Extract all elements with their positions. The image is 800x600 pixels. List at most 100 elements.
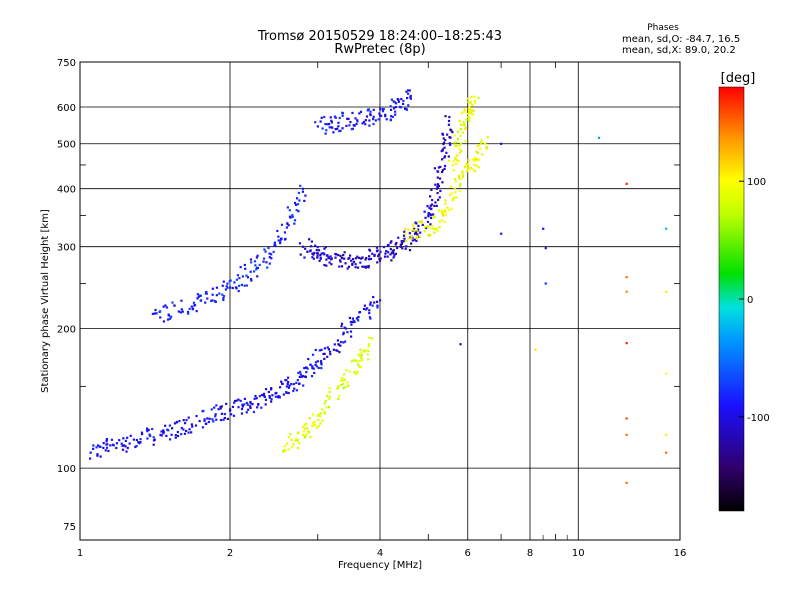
trace-point <box>260 406 263 409</box>
trace-point <box>476 151 480 155</box>
trace-point <box>371 252 374 255</box>
trace-point <box>354 266 357 269</box>
trace-point <box>350 360 353 363</box>
trace-point <box>277 394 280 398</box>
trace-point <box>321 419 324 422</box>
trace-point <box>162 431 165 434</box>
trace-point <box>475 158 478 161</box>
trace-point <box>221 284 224 287</box>
trace-point <box>320 348 323 351</box>
trace-point <box>467 168 470 171</box>
trace-point <box>332 348 335 351</box>
trace-point <box>461 170 464 173</box>
trace-point <box>364 266 368 269</box>
trace-point <box>331 126 334 129</box>
trace-point <box>463 165 467 169</box>
trace-point <box>314 423 317 427</box>
trace-point <box>328 350 332 353</box>
trace-point <box>344 327 347 330</box>
trace-point <box>429 207 433 211</box>
isolated-point <box>500 142 503 145</box>
trace-point <box>479 147 482 150</box>
trace-point <box>243 263 246 267</box>
trace-point <box>348 316 351 320</box>
trace-point <box>437 166 440 169</box>
trace-point <box>444 213 447 216</box>
trace-point <box>450 207 453 210</box>
isolated-point <box>625 342 628 345</box>
trace-point <box>271 394 274 397</box>
trace-point <box>463 124 466 127</box>
trace-point <box>444 199 447 202</box>
trace-point <box>469 101 472 105</box>
colorbar-tick-label: 0 <box>747 295 753 306</box>
trace-point <box>122 444 126 447</box>
trace-point <box>454 180 457 183</box>
trace-point <box>356 255 359 258</box>
trace-point <box>438 226 441 229</box>
chart-subtitle: RwPretec (8p) <box>334 42 425 57</box>
trace-point <box>392 252 395 255</box>
trace-point <box>96 453 99 456</box>
trace-point <box>121 448 125 451</box>
trace-point <box>466 162 469 165</box>
trace-point <box>358 365 361 368</box>
trace-point <box>340 325 343 328</box>
trace-point <box>368 309 371 312</box>
trace-point <box>315 426 319 429</box>
trace-point <box>385 118 388 121</box>
trace-point <box>188 307 191 311</box>
trace-point <box>459 149 463 152</box>
trace-point <box>266 266 269 269</box>
y-tick-label: 600 <box>57 103 76 114</box>
trace-point <box>285 385 288 388</box>
trace-point <box>368 312 371 315</box>
trace-point <box>376 261 379 264</box>
trace-point <box>105 443 108 446</box>
trace-point <box>285 226 288 229</box>
trace-point <box>291 215 294 218</box>
trace-point <box>360 351 363 354</box>
trace-point <box>448 115 451 119</box>
phases-heading: Phases <box>647 23 679 33</box>
trace-point <box>320 252 323 255</box>
trace-point <box>169 315 173 318</box>
trace-point <box>374 119 377 122</box>
trace-point <box>195 310 198 313</box>
trace-point <box>447 123 451 126</box>
trace-point <box>436 229 439 232</box>
trace-point <box>462 121 465 124</box>
trace-point <box>431 225 434 228</box>
trace-point <box>367 264 370 268</box>
trace-point <box>436 170 439 173</box>
trace-point <box>115 446 118 450</box>
trace-point <box>339 344 342 347</box>
trace-point <box>339 260 342 263</box>
trace-point <box>472 109 475 112</box>
trace-point <box>277 239 280 242</box>
trace-point <box>237 406 240 409</box>
trace-point <box>414 232 418 235</box>
trace-point <box>439 165 442 169</box>
trace-point <box>406 92 410 95</box>
trace-point <box>297 210 300 213</box>
trace-point <box>459 177 462 181</box>
trace-point <box>444 115 447 118</box>
trace-point <box>367 258 371 261</box>
trace-point <box>441 148 445 151</box>
trace-point <box>405 245 408 248</box>
trace-point <box>338 394 341 398</box>
trace-point <box>323 412 327 415</box>
trace-point <box>435 187 438 190</box>
trace-point <box>361 122 364 125</box>
trace-point <box>303 199 306 203</box>
trace-point <box>369 257 373 261</box>
trace-point <box>336 339 340 342</box>
trace-point <box>458 119 461 123</box>
trace-point <box>196 297 199 300</box>
trace-point <box>168 424 172 427</box>
trace-point <box>281 450 285 453</box>
trace-point <box>328 261 331 264</box>
trace-point <box>255 268 258 271</box>
